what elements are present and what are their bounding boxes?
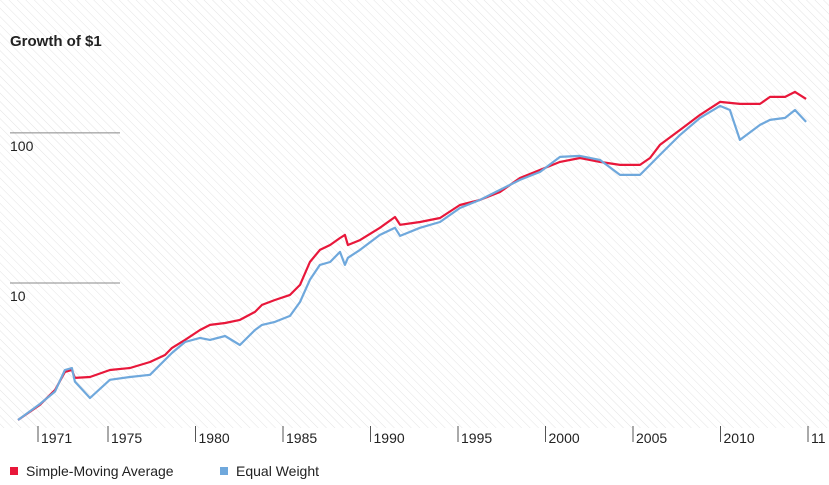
x-tick-label: 1985 (286, 430, 317, 446)
x-tick-label: 1995 (461, 430, 492, 446)
legend-swatch (10, 467, 18, 475)
x-tick-label: 2005 (636, 430, 667, 446)
y-tick-label: 100 (10, 138, 34, 154)
x-tick-label: 11 (811, 430, 826, 446)
legend-label: Simple-Moving Average (26, 463, 174, 479)
series-line (17, 90, 807, 421)
series-line (17, 104, 807, 421)
legend-swatch (220, 467, 228, 475)
chart-title: Growth of $1 (10, 33, 102, 50)
background-hatch (0, 0, 829, 428)
x-tick-label: 1975 (111, 430, 142, 446)
y-tick-label: 10 (10, 288, 26, 304)
legend-label: Equal Weight (236, 463, 319, 479)
x-tick-label: 2000 (549, 430, 580, 446)
x-tick-label: 2010 (724, 430, 755, 446)
x-tick-label: 1971 (41, 430, 72, 446)
x-tick-label: 1980 (199, 430, 230, 446)
x-tick-label: 1990 (374, 430, 405, 446)
